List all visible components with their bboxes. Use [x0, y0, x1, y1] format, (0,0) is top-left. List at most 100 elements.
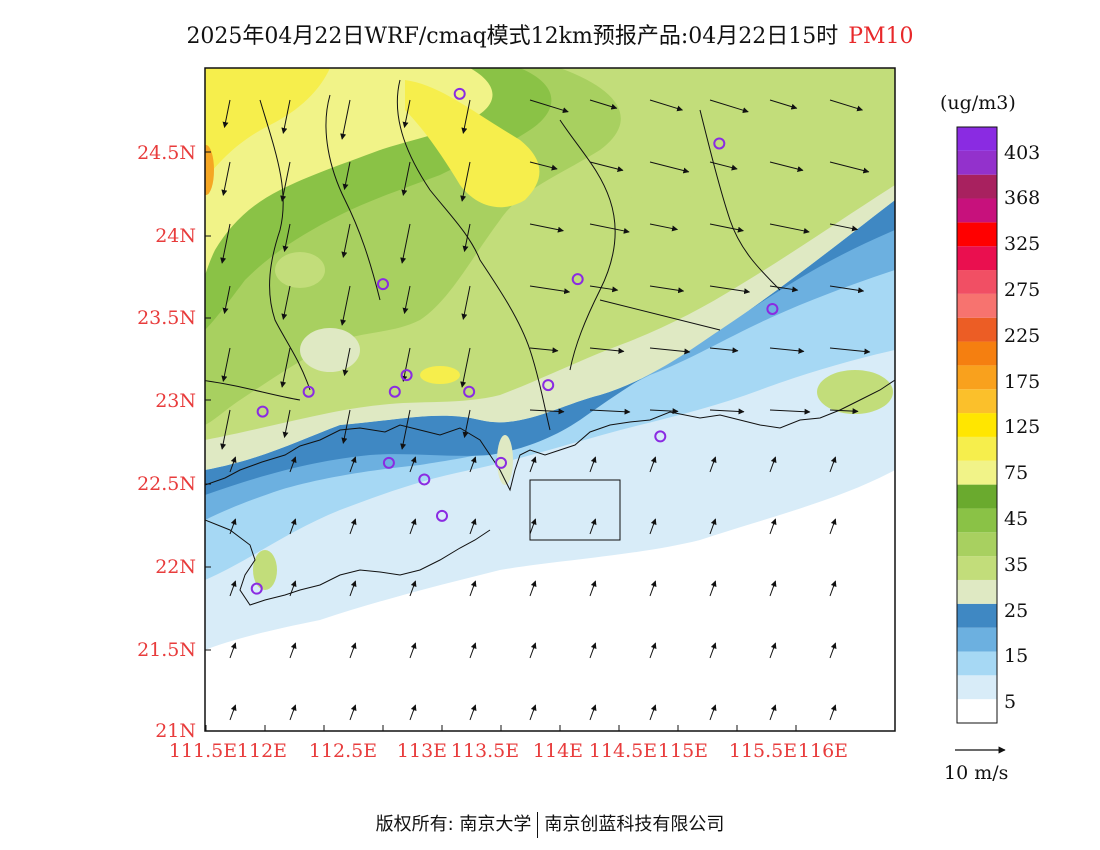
hotspot-southwest: [253, 550, 277, 590]
wind-arrow: [340, 285, 351, 326]
legend-label: 325: [1004, 233, 1041, 255]
legend-label: 45: [1004, 508, 1029, 530]
wind-arrow: [469, 518, 477, 535]
station-marker: [436, 509, 448, 522]
wind-arrow: [529, 580, 537, 597]
colorbar-swatch: [957, 150, 997, 175]
copyright-owner: 版权所有: 南京大学: [375, 814, 532, 835]
wind-arrow: [289, 642, 297, 659]
wind-arrow: [461, 285, 471, 320]
wind-arrow: [709, 285, 751, 295]
legend-unit: (ug/m3): [940, 92, 1016, 114]
band-25: [205, 200, 895, 495]
station-marker: [250, 582, 263, 595]
wind-arrow: [769, 99, 798, 110]
wind-arrow: [709, 347, 739, 354]
concentration-field: [205, 68, 895, 731]
wind-arrow: [409, 642, 417, 659]
wind-arrow: [649, 408, 679, 415]
wind-arrow: [529, 456, 537, 473]
wind-arrow: [469, 580, 477, 597]
colorbar-swatch: [957, 579, 997, 604]
wind-arrow: [829, 285, 865, 294]
wind-arrow: [469, 704, 477, 721]
wind-arrow: [529, 642, 537, 659]
wind-arrow: [289, 518, 297, 535]
colorbar-swatch: [957, 484, 997, 509]
colorbar-swatch: [957, 389, 997, 414]
station-marker: [453, 87, 466, 100]
lon-label: 115.5E: [728, 740, 798, 762]
wind-arrow: [829, 223, 859, 232]
wind-arrow: [342, 161, 351, 191]
station-marker: [766, 302, 779, 315]
wind-arrow: [402, 285, 411, 315]
wind-arrow: [589, 408, 631, 415]
wind-arrow: [229, 580, 237, 597]
copyright-partner: 南京创蓝科技有限公司: [544, 814, 725, 835]
wind-arrow: [589, 518, 597, 535]
station-marker: [654, 430, 667, 443]
hotspot-west: [205, 145, 214, 195]
wind-arrow: [282, 409, 291, 439]
lat-label: 22N: [155, 556, 196, 578]
hongkong-box: [529, 479, 621, 541]
wind-arrow: [709, 704, 717, 721]
colorbar-swatch: [957, 699, 997, 723]
station-marker: [400, 369, 413, 382]
copyright-divider: [537, 812, 539, 838]
wind-arrow: [462, 223, 471, 253]
wind-arrow: [769, 347, 805, 354]
colorbar-swatch: [957, 341, 997, 366]
colorbar-swatch: [957, 532, 997, 557]
wind-arrow: [589, 347, 625, 354]
colorbar-swatch: [957, 127, 997, 151]
wind-arrow: [709, 456, 717, 473]
lat-label: 21.5N: [137, 639, 196, 661]
wind-arrow: [709, 642, 717, 659]
wind-arrow: [769, 642, 777, 659]
title-main: 2025年04月22日WRF/cmaq模式12km预报产品:04月22日15时: [186, 24, 839, 49]
wind-arrow: [589, 285, 619, 293]
wind-arrow: [649, 704, 657, 721]
wind-arrow: [589, 223, 630, 234]
wind-arrow: [289, 580, 297, 597]
wind-arrow: [462, 409, 471, 439]
wind-arrow: [769, 223, 810, 234]
wind-arrow: [529, 347, 559, 354]
patch: [275, 252, 325, 288]
hotspot-guangzhou: [420, 366, 460, 384]
lon-label: 112E: [236, 740, 288, 762]
wind-arrow: [342, 347, 351, 377]
colorbar-swatch: [957, 174, 997, 199]
colorbar-swatch: [957, 270, 997, 294]
wind-arrow: [341, 409, 351, 444]
wind-arrow: [222, 99, 231, 129]
wind-arrow: [461, 99, 471, 134]
wind-arrow: [229, 704, 237, 721]
wind-arrow: [409, 704, 417, 721]
station-marker: [571, 273, 584, 286]
wind-arrow: [222, 285, 231, 315]
legend-label: 225: [1004, 325, 1041, 347]
colorbar-swatch: [957, 436, 997, 461]
lon-label: 116E: [797, 740, 849, 762]
wind-arrow: [529, 518, 537, 535]
wind-arrow: [769, 161, 804, 172]
station-marker: [418, 473, 431, 486]
wind-arrow: [469, 456, 477, 473]
wind-arrow: [709, 223, 744, 233]
wind-arrow: [221, 161, 231, 196]
wind-arrow: [349, 704, 357, 721]
wind-arrow: [401, 161, 411, 196]
wind-arrow: [280, 347, 291, 388]
wind-arrow: [649, 347, 691, 355]
band-15: [205, 200, 895, 580]
lon-label: 115E: [657, 740, 709, 762]
station-marker: [256, 405, 269, 418]
wind-arrow: [409, 518, 417, 535]
legend-label: 175: [1004, 371, 1041, 393]
lon-label: 114.5E: [588, 740, 658, 762]
colorbar-swatch: [957, 508, 997, 533]
province-borders: [205, 79, 781, 431]
